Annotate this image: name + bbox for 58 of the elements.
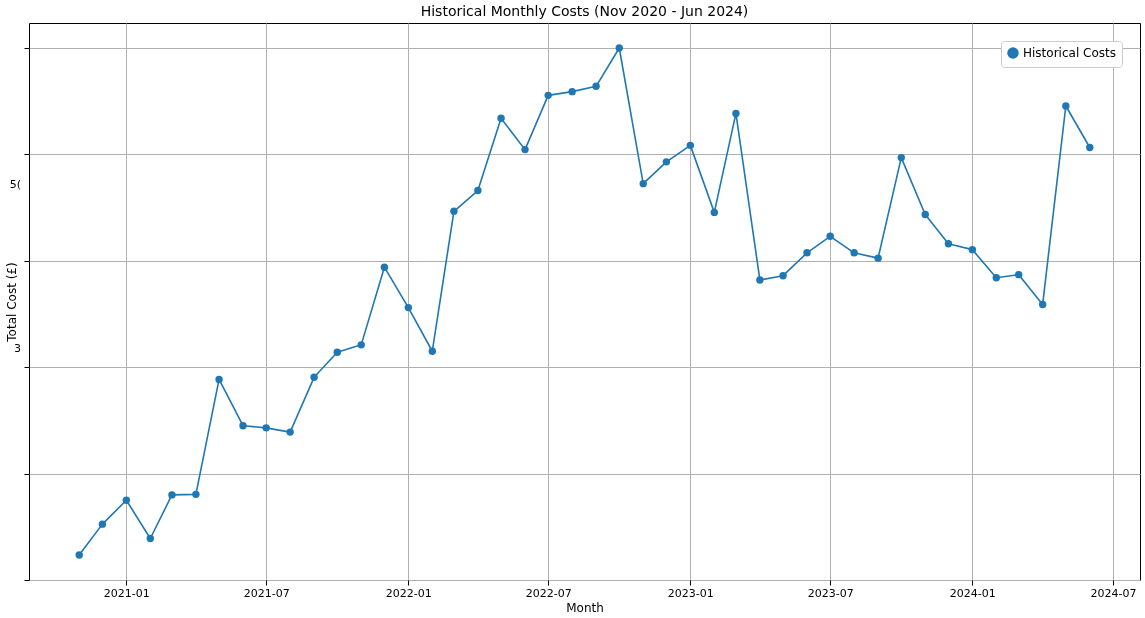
x-tick-label: 2022-07 bbox=[525, 586, 572, 600]
point bbox=[1086, 143, 1094, 152]
point bbox=[239, 422, 247, 430]
text: 3 bbox=[14, 342, 21, 356]
point bbox=[497, 114, 505, 122]
point bbox=[826, 232, 834, 241]
point bbox=[98, 520, 107, 528]
x-tick-label: 2024-07 bbox=[1090, 586, 1137, 600]
point bbox=[357, 341, 365, 349]
point bbox=[474, 186, 482, 195]
text: 5( bbox=[9, 177, 21, 191]
y-axis-title: Total Cost (£) bbox=[4, 262, 19, 343]
x-tick-label: 2023-01 bbox=[667, 586, 714, 600]
point bbox=[639, 179, 647, 188]
point bbox=[732, 109, 740, 118]
point bbox=[615, 44, 623, 52]
legend-label: Historical Costs bbox=[1023, 46, 1116, 60]
point bbox=[662, 158, 671, 166]
point bbox=[521, 145, 529, 154]
point bbox=[1014, 270, 1023, 279]
point bbox=[192, 490, 200, 499]
point bbox=[215, 375, 223, 384]
point bbox=[850, 249, 858, 257]
point bbox=[686, 141, 695, 150]
point bbox=[897, 153, 905, 162]
point bbox=[1038, 300, 1047, 309]
point bbox=[146, 534, 155, 543]
point bbox=[992, 274, 1000, 282]
point bbox=[756, 276, 764, 284]
point bbox=[803, 249, 811, 257]
point bbox=[921, 210, 929, 219]
x-tick-label: 2022-01 bbox=[385, 586, 432, 600]
point bbox=[592, 82, 600, 91]
point bbox=[286, 428, 294, 436]
point bbox=[710, 208, 718, 217]
point bbox=[1062, 102, 1070, 110]
x-axis-title: Month bbox=[566, 600, 604, 615]
point bbox=[568, 87, 576, 96]
chart-title: Historical Monthly Costs (Nov 2020 - Jun 2024) bbox=[420, 3, 749, 19]
point bbox=[262, 424, 270, 432]
point bbox=[779, 272, 787, 280]
point bbox=[968, 245, 977, 254]
point bbox=[404, 303, 413, 312]
x-tick-label: 2024-01 bbox=[949, 586, 996, 600]
point bbox=[428, 347, 437, 355]
point bbox=[168, 491, 176, 499]
point bbox=[333, 348, 341, 357]
x-tick-label: 2021-07 bbox=[243, 586, 290, 600]
point bbox=[874, 254, 882, 262]
point bbox=[544, 91, 552, 100]
point bbox=[310, 373, 318, 382]
point bbox=[75, 551, 83, 559]
point bbox=[944, 240, 953, 248]
x-tick-label: 2021-01 bbox=[103, 586, 150, 600]
x-tick-label: 2023-07 bbox=[807, 586, 854, 600]
point bbox=[122, 496, 131, 504]
point bbox=[380, 263, 389, 271]
point bbox=[450, 207, 458, 216]
